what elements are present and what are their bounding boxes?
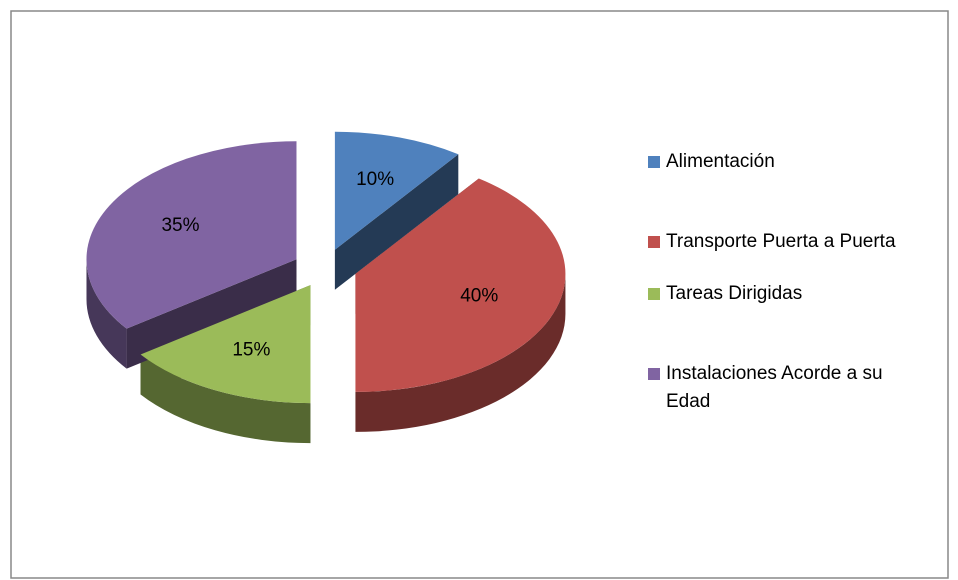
legend-swatch [648,156,660,168]
legend-label: Transporte Puerta a Puerta [666,231,896,252]
slice-side [334,154,459,290]
slice [334,131,459,250]
legend-label: Tareas Dirigidas [666,283,803,304]
data-label: 10% [356,169,394,190]
slice-wall [355,273,566,432]
legend-item: Tareas Dirigidas [648,280,948,308]
data-label: 15% [232,339,270,360]
legend-item: Transporte Puerta a Puerta [648,228,948,256]
legend-swatch [648,368,660,380]
slice [86,141,297,329]
data-label: 35% [161,215,199,236]
slice-side [126,259,297,369]
legend-item: Instalaciones Acorde a su Edad [648,360,948,416]
legend-swatch [648,236,660,248]
slice-wall [140,354,311,444]
slice-wall [86,259,127,369]
legend-label: Instalaciones Acorde a su Edad [666,363,883,412]
slice [355,178,566,392]
legend-swatch [648,288,660,300]
slice [140,285,311,404]
data-label: 40% [460,286,498,307]
legend: Alimentación Transporte Puerta a Puerta Ta… [648,148,948,468]
legend-label: Alimentación [666,151,775,172]
legend-item: Alimentación [648,148,948,176]
